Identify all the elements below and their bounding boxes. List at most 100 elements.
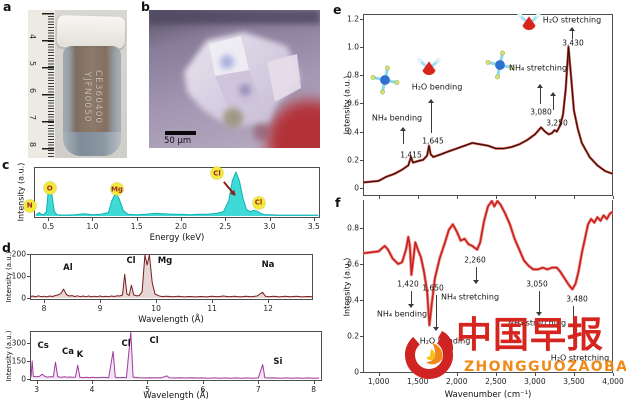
y-tick-label: 0.8 [347, 70, 359, 80]
vial-cap [56, 15, 126, 49]
x-tick-mark [269, 218, 271, 221]
x-tick-mark [36, 381, 38, 384]
watermark: 中国早报 ZHONGGUOZAOBAO [398, 314, 626, 386]
x-tick-mark [573, 373, 575, 376]
panel-label-d: d [2, 240, 11, 255]
ruler-number: 4 [28, 33, 38, 40]
x-tick-mark [212, 300, 214, 303]
x-tick-mark [48, 218, 50, 221]
annotation-label: NH₄ bending [371, 113, 423, 123]
x-tick-label: 10 [151, 304, 161, 313]
annotation-value: 1,420 [397, 279, 419, 289]
panel-label-e: e [333, 2, 342, 17]
x-tick-label: 2,000 [446, 377, 468, 386]
annotation-value: 1,415 [400, 150, 422, 160]
vial-photo: 456789 CE360400 YJFN0050 [28, 10, 127, 158]
annotation-label: NH₄ stretching [507, 318, 567, 328]
vial-body: CE360400 YJFN0050 [63, 46, 121, 156]
x-tick-mark [573, 196, 575, 199]
x-tick-label: 7 [255, 385, 261, 394]
vial-engraving: CE360400 YJFN0050 [81, 47, 103, 147]
vial-engraving-line2: YJFN0050 [82, 71, 92, 123]
x-tick-label: 2,500 [485, 377, 507, 386]
annotation-arrow [433, 294, 439, 331]
crystal-image [149, 10, 320, 148]
x-tick-mark [534, 373, 536, 376]
vial-glass-bottom [63, 132, 121, 156]
watermark-latin-text: ZHONGGUOZAOBAO [464, 359, 626, 375]
element-badge: Mg [110, 182, 124, 196]
x-tick-label: 1.0 [86, 222, 99, 231]
y-tick-label: 0 [21, 374, 26, 384]
ruler-number: 7 [28, 114, 38, 121]
element-label: Mg [157, 255, 173, 266]
y-tick-mark [360, 75, 363, 77]
element-badge: N [23, 199, 37, 213]
spectrum-curve [35, 171, 319, 216]
x-tick-label: 5 [145, 385, 150, 394]
ruler-number: 5 [28, 60, 38, 67]
annotation-value: 2,260 [464, 255, 486, 265]
x-tick-mark [92, 381, 94, 384]
annotation-value: 3,430 [562, 38, 584, 48]
spectrum-curve [363, 200, 613, 327]
x-tick-label: 2.0 [175, 222, 187, 231]
element-label: Cl [126, 255, 136, 266]
x-tick-label: 1.5 [130, 222, 143, 231]
x-tick-label: 3,500 [563, 377, 585, 386]
annotation-label: H₂O bending [411, 82, 463, 92]
x-tick-mark [156, 300, 158, 303]
x-tick-mark [613, 196, 614, 199]
y-tick-mark [360, 336, 363, 337]
annotation-label: NH₄ bending [376, 309, 428, 319]
y-tick-label: 150 [11, 356, 26, 366]
eds-spectrum-plot: 0.5 1.0 1.5 2.0 2.5 3.0 3.5 N O Mg Cl Cl [23, 166, 320, 231]
x-tick-mark [313, 218, 315, 221]
y-tick-mark [360, 188, 363, 189]
element-badge: O [43, 181, 57, 195]
nh4-molecule-icon [369, 64, 401, 96]
x-tick-mark [534, 196, 536, 199]
y-tick-mark [360, 228, 363, 229]
scale-bar [165, 131, 196, 135]
x-tick-mark [44, 300, 45, 303]
x-tick-label: 8 [311, 385, 317, 394]
annotation-value: 3,480 [566, 294, 588, 304]
y-tick-label: 0.2 [347, 155, 359, 165]
y-tick-label: 300 [11, 338, 26, 348]
x-tick-mark [147, 381, 149, 384]
annotation-arrow [537, 83, 543, 105]
x-tick-mark [313, 381, 315, 384]
watermark-logo-icon [405, 331, 454, 379]
y-tick-mark [360, 159, 363, 161]
element-label: Ca [61, 347, 74, 357]
y-tick-label: 0.6 [347, 98, 359, 108]
x-tick-label: 11 [207, 304, 217, 313]
x-tick-label: 9 [97, 304, 103, 313]
d-top-y-axis-label: Intensity (a.u.) [5, 251, 13, 303]
element-label: Cl [149, 336, 159, 346]
x-tick-mark [180, 218, 182, 221]
x-tick-mark [202, 381, 204, 384]
c-x-axis-label: Energy (keV) [149, 233, 205, 243]
x-tick-mark [92, 218, 94, 221]
y-tick-mark [360, 103, 363, 105]
element-badge: Cl [252, 196, 265, 210]
y-tick-label: 0.6 [347, 259, 359, 269]
x-tick-mark [378, 373, 380, 376]
annotation-arrow [408, 290, 414, 309]
annotation-value: 3,050 [526, 279, 548, 289]
y-tick-label: 0 [21, 293, 26, 303]
x-tick-label: 2.5 [219, 222, 232, 231]
x-tick-mark [100, 300, 102, 303]
watermark-chinese-text: 中国早报 [456, 315, 605, 356]
nh4-molecule-icon [484, 49, 516, 81]
x-tick-label: 12 [263, 304, 273, 313]
x-tick-label: 8 [41, 304, 47, 313]
x-tick-label: 3 [34, 385, 40, 394]
annotation-arrow [569, 27, 575, 39]
y-tick-label: 0.4 [347, 295, 359, 305]
x-tick-mark [268, 300, 270, 303]
ruler-major-ticks [42, 13, 54, 158]
y-tick-mark [360, 300, 363, 301]
